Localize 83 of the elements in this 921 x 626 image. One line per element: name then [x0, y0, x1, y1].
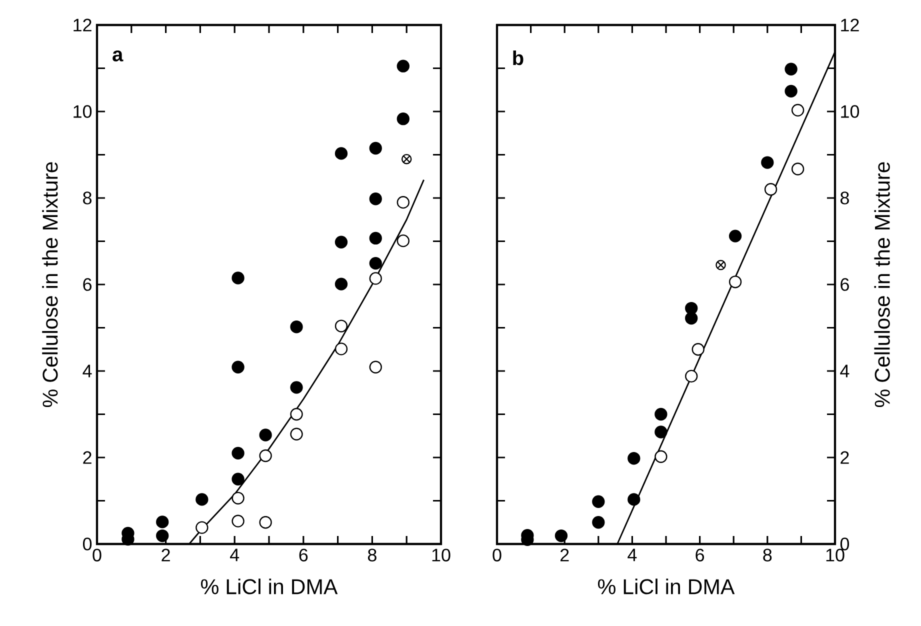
point: [554, 529, 568, 542]
point: [290, 320, 303, 334]
x-tick-label: 2: [162, 548, 170, 562]
point: [396, 196, 410, 209]
y-tick-label: 8: [83, 192, 92, 204]
point: [628, 452, 640, 465]
x-tick-label: 6: [696, 548, 704, 562]
x-tick-label: 8: [763, 548, 772, 562]
point: [369, 256, 382, 270]
x-tick-label: 2: [560, 548, 569, 562]
point: [290, 428, 303, 440]
x-tick-label: 6: [299, 548, 308, 562]
y-tick-label: 4: [82, 364, 92, 378]
y-axis-title: % Cellulose in the Mixture: [42, 162, 58, 408]
x-tick-label: 0: [92, 548, 102, 562]
point: [396, 234, 410, 248]
point: [784, 62, 798, 76]
point: [728, 230, 742, 242]
point: [196, 493, 208, 506]
point: [259, 428, 272, 442]
point: [654, 408, 668, 421]
point: [761, 156, 774, 169]
point: [259, 516, 272, 529]
point: [334, 278, 348, 290]
point: [290, 381, 303, 394]
point: [592, 516, 605, 529]
x-tick-label: 0: [492, 548, 502, 562]
x-tick-label: 10: [432, 548, 450, 562]
point: [685, 312, 698, 325]
y2-tick-label: 8: [840, 192, 849, 204]
y2-axis-title: % Cellulose in the Mixture: [874, 162, 890, 408]
point: [334, 342, 348, 356]
y2-tick-label: 2: [840, 451, 849, 464]
x-tick-label: 4: [628, 548, 637, 562]
point: [334, 236, 348, 248]
point: [232, 272, 244, 284]
point: [592, 495, 605, 508]
y2-tick-label: 0: [840, 538, 850, 550]
point: [791, 104, 804, 117]
point: [369, 232, 382, 245]
point: [396, 112, 410, 126]
point: [369, 192, 382, 206]
point: [156, 529, 169, 542]
x-tick-label: 8: [368, 548, 376, 562]
point: [232, 472, 244, 486]
point: [369, 272, 382, 285]
x-axis-title: % LiCl in DMA: [598, 578, 735, 594]
point: [654, 450, 668, 463]
point: [764, 183, 778, 196]
point: [369, 142, 382, 155]
point: [728, 276, 742, 288]
point: [692, 343, 704, 356]
annotation: b: [513, 50, 524, 66]
x-tick-label: 4: [230, 548, 240, 562]
point: [396, 60, 410, 72]
y-tick-label: 2: [83, 451, 92, 464]
y2-tick-label: 10: [841, 105, 860, 118]
point: [232, 360, 244, 374]
y2-tick-label: 12: [841, 18, 859, 32]
point: [369, 360, 382, 374]
point: [156, 516, 169, 528]
x-tick-label: 10: [826, 548, 844, 562]
point: [628, 493, 640, 506]
point: [290, 408, 303, 421]
point: [232, 514, 244, 528]
y-tick-label: 10: [74, 105, 92, 118]
point: [791, 162, 804, 176]
y2-tick-label: 4: [840, 364, 850, 378]
point: [334, 147, 348, 160]
y-tick-label: 0: [82, 538, 92, 550]
point: [232, 446, 244, 460]
point: [654, 426, 668, 438]
point: [232, 492, 244, 504]
y2-tick-label: 6: [840, 278, 849, 291]
annotation: a: [112, 50, 124, 62]
point: [685, 370, 698, 383]
point: [334, 320, 348, 332]
y-tick-label: 12: [74, 18, 92, 32]
y-tick-label: 6: [83, 278, 92, 291]
x-axis-title: % LiCl in DMA: [201, 578, 338, 594]
point: [784, 84, 798, 98]
point: [259, 449, 272, 462]
point: [196, 521, 208, 534]
